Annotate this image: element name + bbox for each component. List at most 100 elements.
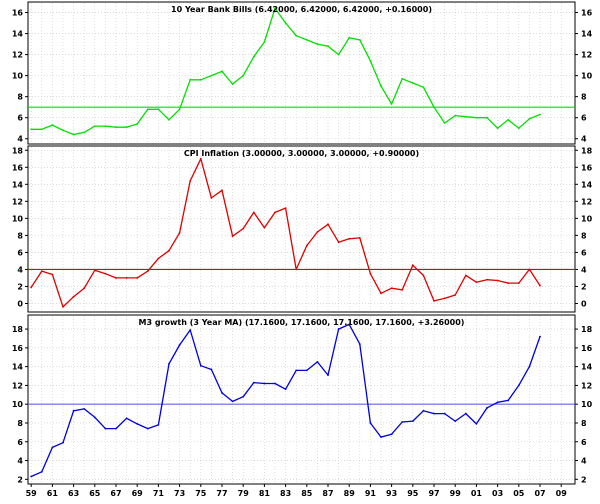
y-tick-label-right: 16 <box>581 163 593 172</box>
data-point <box>274 382 276 385</box>
x-tick-label: 61 <box>47 489 59 498</box>
data-point <box>316 43 319 45</box>
data-point <box>486 116 488 119</box>
data-point <box>168 118 170 121</box>
data-point <box>327 45 329 48</box>
y-tick-label-right: 4 <box>581 457 587 466</box>
y-tick-label-left: 16 <box>12 344 24 353</box>
data-point <box>433 412 435 415</box>
data-point <box>168 362 170 365</box>
data-point <box>517 384 520 387</box>
data-point <box>242 227 245 230</box>
x-tick-label: 59 <box>26 489 38 498</box>
data-point <box>517 282 520 284</box>
data-point <box>390 433 393 436</box>
data-point <box>242 395 245 398</box>
data-point <box>178 108 181 111</box>
y-tick-label-left: 10 <box>12 72 24 81</box>
data-point <box>115 277 117 279</box>
data-point <box>83 287 86 290</box>
data-point <box>464 115 467 118</box>
data-point <box>115 427 117 430</box>
data-point <box>93 125 96 128</box>
data-point <box>496 401 499 404</box>
data-point <box>475 423 478 425</box>
x-tick-label: 89 <box>344 489 356 498</box>
data-point <box>125 417 128 420</box>
y-tick-label-left: 16 <box>12 163 24 172</box>
data-point <box>327 374 329 376</box>
y-tick-label-right: 6 <box>581 438 587 447</box>
data-point <box>358 237 361 239</box>
data-point <box>507 282 510 284</box>
data-point <box>30 286 33 289</box>
data-point <box>136 277 139 279</box>
data-point <box>210 197 213 199</box>
y-tick-label-left: 6 <box>17 248 23 257</box>
data-point <box>189 78 192 81</box>
y-tick-label-right: 18 <box>581 146 593 155</box>
data-point <box>40 470 43 473</box>
data-point <box>125 277 128 279</box>
data-point <box>433 300 435 302</box>
data-point <box>210 74 213 77</box>
data-point <box>411 264 414 267</box>
data-point <box>30 128 33 131</box>
y-tick-label-right: 16 <box>581 344 593 353</box>
panel-3: 2 2 4 4 6 6 8 8 10 10 12 12 14 14 16 16 18 18 M3 growth (3… <box>12 314 593 498</box>
x-tick-label: 09 <box>556 489 568 498</box>
x-tick-label: 83 <box>280 489 291 498</box>
data-point <box>422 86 425 89</box>
data-point <box>104 125 107 128</box>
y-tick-label-right: 2 <box>581 282 587 291</box>
y-tick-label-left: 12 <box>12 381 23 390</box>
y-tick-label-right: 0 <box>581 299 587 308</box>
data-point <box>390 103 393 105</box>
y-tick-label-left: 8 <box>17 419 23 428</box>
y-tick-label-right: 10 <box>581 72 593 81</box>
x-tick-label: 87 <box>322 489 333 498</box>
data-point <box>146 427 149 430</box>
x-tick-label: 69 <box>132 489 144 498</box>
data-point <box>539 113 541 116</box>
data-point <box>433 106 435 109</box>
y-tick-label-left: 14 <box>12 30 24 39</box>
data-point <box>528 117 531 120</box>
data-point <box>305 38 308 41</box>
data-point <box>422 409 425 412</box>
y-tick-label-left: 18 <box>12 325 24 334</box>
y-tick-label-right: 4 <box>581 135 587 144</box>
data-point <box>199 78 202 81</box>
y-tick-label-right: 2 <box>581 475 587 484</box>
data-point <box>157 423 160 426</box>
x-tick-label: 65 <box>89 489 101 498</box>
data-point <box>125 126 128 129</box>
y-tick-label-left: 12 <box>12 51 23 60</box>
data-point <box>93 416 96 419</box>
data-point <box>305 369 308 372</box>
y-tick-label-right: 18 <box>581 325 593 334</box>
data-point <box>528 268 531 271</box>
data-point <box>178 344 181 346</box>
data-point <box>422 274 425 277</box>
data-point <box>316 361 319 363</box>
data-point <box>72 295 75 298</box>
data-point <box>178 231 181 234</box>
data-point <box>401 421 404 423</box>
panel-1: 4 4 6 6 8 8 10 10 12 12 14 14 16 16 10 Year Bank Bills… <box>12 1 593 145</box>
data-point <box>221 70 223 73</box>
data-point <box>231 83 234 85</box>
data-point <box>464 274 467 277</box>
data-point <box>51 124 54 126</box>
y-tick-label-right: 4 <box>581 265 587 274</box>
data-point <box>443 297 446 300</box>
data-point <box>380 85 382 88</box>
data-point <box>93 269 96 272</box>
data-point <box>348 36 351 39</box>
data-point <box>358 38 361 41</box>
data-point <box>507 399 510 402</box>
data-point <box>221 392 223 394</box>
y-tick-label-right: 8 <box>581 93 587 102</box>
data-point <box>231 235 234 238</box>
data-point <box>104 272 107 275</box>
